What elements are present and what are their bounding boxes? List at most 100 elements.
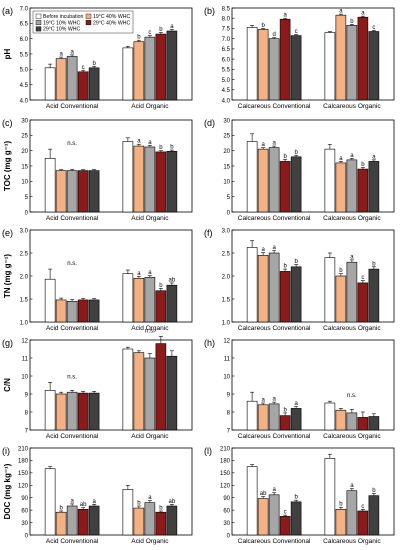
bar xyxy=(335,275,347,323)
category-label: Calcareous Conventional xyxy=(238,103,311,110)
y-tick-label: 30 xyxy=(223,118,230,124)
bar xyxy=(122,273,134,323)
bar xyxy=(279,271,291,323)
bar xyxy=(346,25,358,101)
bar xyxy=(357,282,369,323)
bar xyxy=(133,507,145,536)
y-tick-label: 150 xyxy=(18,471,29,477)
plot-frame xyxy=(231,7,395,101)
bar xyxy=(335,14,347,101)
legend-label: 19°C 10% WHC xyxy=(43,20,80,26)
y-tick-label: 90 xyxy=(21,496,28,502)
y-tick-label: 5 xyxy=(25,195,29,201)
panel-label: (a) xyxy=(2,6,13,16)
category-label: Acid Organic xyxy=(131,325,169,332)
legend-label: 29°C 10% WHC xyxy=(43,27,80,33)
significance-letter: a xyxy=(361,11,365,17)
y-tick-label: 8 xyxy=(25,410,29,416)
bar xyxy=(257,148,269,213)
significance-letter: a xyxy=(137,139,141,145)
y-tick-label: 2.0 xyxy=(222,274,231,280)
bar xyxy=(368,416,380,431)
bar xyxy=(88,392,100,431)
y-tick-label: 60 xyxy=(223,508,230,514)
y-tick-label: 7.0 xyxy=(222,37,231,43)
bar xyxy=(133,352,145,431)
significance-letter: a xyxy=(272,245,276,251)
bar xyxy=(279,18,291,101)
y-tick-label: 150 xyxy=(220,471,231,477)
chart-panel-3: (c) TOC (mg g⁻¹) 0 5 10 15 20 25 30 Acid Conventi… xyxy=(2,118,193,222)
y-tick-label: 11 xyxy=(22,356,29,362)
bar xyxy=(166,150,178,213)
y-tick-label: 2.5 xyxy=(222,251,231,257)
bar xyxy=(346,261,358,323)
y-tick-label: 30 xyxy=(21,118,28,124)
significance-letter: c xyxy=(361,504,364,510)
bar xyxy=(55,393,67,431)
y-tick-label: 7.5 xyxy=(222,27,231,33)
significance-letter: a xyxy=(70,498,74,504)
legend-swatch xyxy=(35,20,42,25)
bar xyxy=(133,145,145,213)
significance-letter: c xyxy=(148,30,151,36)
bar xyxy=(55,299,67,323)
significance-letter: a xyxy=(350,254,354,260)
y-tick-label: 10 xyxy=(21,180,28,186)
y-tick-label: 120 xyxy=(220,484,231,490)
y-tick-label: 7.0 xyxy=(20,6,29,12)
legend-label: 29°C 40% WHC xyxy=(93,20,130,26)
panel-label: (f) xyxy=(204,228,213,238)
significance-letter: b xyxy=(372,261,376,267)
y-tick-label: 7 xyxy=(25,428,29,434)
legend-swatch xyxy=(85,13,92,19)
bar xyxy=(346,159,358,213)
y-tick-label: 11 xyxy=(224,356,231,362)
bar xyxy=(246,466,258,536)
bar xyxy=(246,27,258,101)
bar xyxy=(290,501,302,536)
significance-letter: b xyxy=(294,495,298,501)
bar xyxy=(44,67,56,101)
y-tick-label: 6.5 xyxy=(222,47,231,53)
bar xyxy=(155,151,167,213)
significance-letter: ab xyxy=(169,499,176,505)
y-tick-label: 3.0 xyxy=(222,228,231,234)
category-label: Acid Conventional xyxy=(46,103,99,110)
significance-letter: d xyxy=(272,32,275,38)
category-label: Acid Conventional xyxy=(46,215,99,222)
y-axis-label: pH xyxy=(3,48,12,59)
chart-panel-9: (i)DOC (mg kg⁻¹)0306090120150180210baaba… xyxy=(2,446,193,545)
significance-letter: a xyxy=(170,24,174,30)
significance-letter: b xyxy=(159,145,163,151)
y-tick-label: 4.5 xyxy=(222,88,231,94)
category-label: Calcareous Conventional xyxy=(238,325,311,332)
bar xyxy=(268,403,280,431)
bar xyxy=(166,30,178,101)
bar xyxy=(166,284,178,323)
category-label: Acid Conventional xyxy=(46,538,99,545)
y-tick-label: 90 xyxy=(223,496,230,502)
significance-letter: a xyxy=(350,483,354,489)
category-label: Acid Conventional xyxy=(46,433,99,440)
y-axis-label: TOC (mg g⁻¹) xyxy=(3,141,12,192)
significance-letter: a xyxy=(339,156,343,162)
y-tick-label: 6.5 xyxy=(20,22,29,28)
bar xyxy=(55,511,67,536)
significance-letter: b xyxy=(59,505,63,511)
bar xyxy=(66,56,78,101)
y-tick-label: 210 xyxy=(18,446,29,452)
bar xyxy=(246,141,258,213)
category-label: Acid Organic xyxy=(131,433,169,440)
bar xyxy=(77,299,89,323)
category-label: Acid Conventional xyxy=(46,325,99,332)
chart-panel-4: (d) 0 5 10 15 20 25 30 a a b b Calcareous Convention… xyxy=(204,118,395,222)
bar xyxy=(55,58,67,101)
plot-frame xyxy=(231,339,395,431)
y-tick-label: 7 xyxy=(227,428,231,434)
panel-label: (b) xyxy=(204,6,215,16)
significance-letter: c xyxy=(295,29,298,35)
y-tick-label: 8.5 xyxy=(222,6,231,12)
bar xyxy=(122,141,134,213)
